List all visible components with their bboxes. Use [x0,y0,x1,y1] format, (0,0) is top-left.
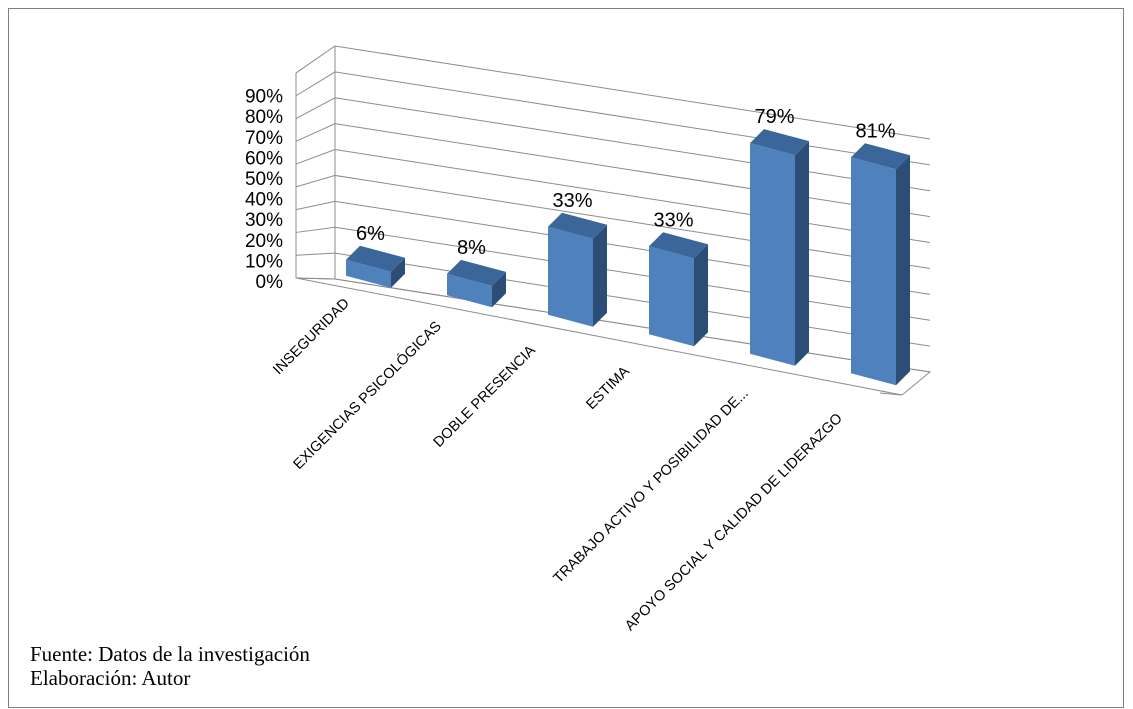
data-label: 81% [855,120,895,142]
bar-side [391,257,405,288]
y-tick-label: 20% [245,231,283,252]
bar-front [750,143,795,366]
bar-front [649,246,694,347]
y-tick-label: 10% [245,251,283,272]
bar-top [750,129,809,156]
bar-side [593,224,607,327]
gridlines [295,45,931,373]
bar-front [851,157,896,386]
y-tick-label: 0% [256,272,284,293]
category-label: INSEGURIDAD [270,296,353,379]
bar [851,143,910,386]
gridline [295,149,931,244]
bar-front [346,259,391,288]
bar-side [896,155,910,386]
data-label: 33% [653,209,693,231]
bars [346,129,910,386]
data-labels: 6% 8% 33% 33% 79% 81% [356,106,896,259]
y-tick-label: 80% [245,107,283,128]
y-tick-label: 60% [245,148,283,169]
category-label: TRABAJO ACTIVO Y POSIBILIDAD DE... [551,386,752,587]
author-note: Elaboración: Autor [30,666,191,690]
bar-top [851,143,910,170]
y-tick-label: 50% [245,169,283,190]
bar [447,259,506,308]
data-label: 6% [356,223,385,245]
y-tick-label: 90% [245,87,283,108]
gridline [295,277,931,373]
bar [548,212,607,327]
bar-side [795,141,809,366]
y-tick-label: 40% [245,190,283,211]
gridline [295,45,931,140]
gridline [295,71,931,166]
bar-top [649,232,708,259]
floor-edge [879,392,903,396]
chart-frame: 0% 10% 20% 30% 40% 50% 60% 70% 80% 90% 6% 8% 33% 33%… [8,8,1124,708]
y-axis-ticks: 0%10%20%30%40%50%60%70%80%90% [245,87,283,293]
gridline [295,97,931,192]
bar-front [447,273,492,308]
data-label: 79% [754,106,794,128]
chart-floor [295,277,932,396]
bar-top [548,212,607,239]
category-label: APOYO SOCIAL Y CALIDAD DE LIDERAZGO [622,411,846,635]
floor-outline [295,277,932,396]
source-note: Fuente: Datos de la investigación [30,642,310,666]
bar-side [492,271,506,308]
y-tick-label: 70% [245,128,283,149]
gridline [295,123,931,218]
bar-side [694,244,708,347]
bar [346,245,405,288]
bar-chart-3d: 0%10%20%30%40%50%60%70%80%90% 6% 8% 33% 33%… [245,45,932,635]
data-label: 33% [552,190,592,212]
data-label: 8% [457,237,486,259]
bar [750,129,809,366]
y-tick-label: 30% [245,210,283,231]
category-label: DOBLE PRESENCIA [431,342,539,450]
bar-top [447,259,506,286]
bar [649,232,708,347]
bar-top [346,245,405,272]
category-label: ESTIMA [583,363,633,413]
bar-front [548,226,593,327]
